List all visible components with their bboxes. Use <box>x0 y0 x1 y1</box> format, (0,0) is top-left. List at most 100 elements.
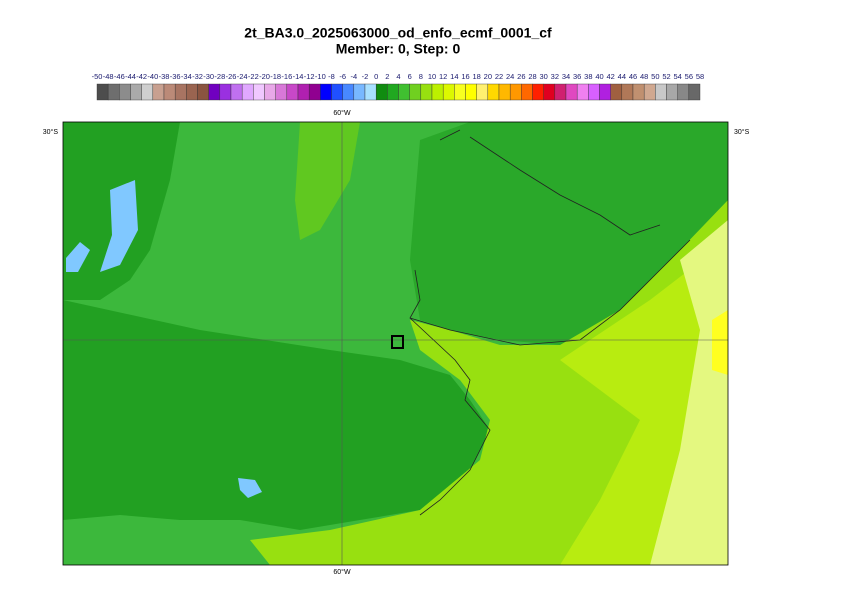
colorbar-box <box>431 83 444 101</box>
colorbar-box <box>320 83 332 101</box>
colorbar-label: -20 <box>259 72 270 81</box>
colorbar-box <box>197 83 209 101</box>
colorbar-label: -42 <box>136 72 147 81</box>
colorbar-box <box>543 83 556 101</box>
colorbar-box <box>308 83 321 101</box>
colorbar-box <box>509 83 522 101</box>
colorbar-box <box>219 83 232 101</box>
colorbar-label: -50 <box>92 72 103 81</box>
colorbar-label: 28 <box>528 72 536 81</box>
colorbar-label: -44 <box>125 72 136 81</box>
colorbar-label: 48 <box>640 72 648 81</box>
lat-label: 30°S <box>734 128 750 136</box>
colorbar-label: 38 <box>584 72 592 81</box>
colorbar-label: 10 <box>428 72 436 81</box>
colorbar-label: -4 <box>350 72 357 81</box>
colorbar-label: -38 <box>159 72 170 81</box>
colorbar-box <box>632 83 645 101</box>
colorbar-box <box>688 83 701 101</box>
colorbar-label: -14 <box>293 72 304 81</box>
colorbar-label: -8 <box>328 72 335 81</box>
colorbar-box <box>498 83 511 101</box>
colorbar-box <box>487 83 500 101</box>
subtitle: Member: 0, Step: 0 <box>336 41 461 57</box>
colorbar: -50 -48 -46 -44 -42 -40 -38 -36 -34 -32 -30 -28 -26-… <box>92 72 704 101</box>
colorbar-box <box>297 83 310 101</box>
map-frame <box>62 121 729 566</box>
field-region <box>712 310 728 375</box>
colorbar-label: -10 <box>315 72 326 81</box>
field-region <box>63 300 490 530</box>
colorbar-label: -36 <box>170 72 181 81</box>
colorbar-box <box>677 83 690 101</box>
colorbar-label: 46 <box>629 72 637 81</box>
colorbar-label: -28 <box>214 72 225 81</box>
colorbar-label: 22 <box>495 72 503 81</box>
colorbar-label: 50 <box>651 72 659 81</box>
colorbar-label: -26 <box>226 72 237 81</box>
colorbar-label: 12 <box>439 72 447 81</box>
colorbar-box <box>342 83 355 101</box>
colorbar-box <box>186 83 198 101</box>
colorbar-box <box>375 83 388 101</box>
colorbar-label: -6 <box>339 72 346 81</box>
colorbar-label: -30 <box>203 72 214 81</box>
colorbar-label: -40 <box>147 72 158 81</box>
colorbar-label: 56 <box>685 72 693 81</box>
colorbar-label: 42 <box>606 72 614 81</box>
colorbar-label: 32 <box>551 72 559 81</box>
colorbar-label: 58 <box>696 72 704 81</box>
colorbar-box <box>409 83 422 101</box>
colorbar-label: 24 <box>506 72 514 81</box>
colorbar-label: 18 <box>472 72 480 81</box>
colorbar-box <box>521 83 533 101</box>
colorbar-box <box>655 83 667 101</box>
colorbar-box <box>576 83 589 101</box>
colorbar-box <box>420 83 433 101</box>
colorbar-label: 52 <box>662 72 670 81</box>
colorbar-label: 36 <box>573 72 581 81</box>
colorbar-box <box>230 83 243 101</box>
lon-label: 60°W <box>333 109 351 117</box>
colorbar-box <box>353 83 366 101</box>
colorbar-box <box>107 83 120 101</box>
colorbar-box <box>643 83 656 101</box>
lon-label: 60°W <box>333 568 351 576</box>
field-region <box>410 122 728 345</box>
colorbar-box <box>454 83 466 101</box>
colorbar-label: -46 <box>114 72 125 81</box>
colorbar-label: 6 <box>408 72 412 81</box>
colorbar-label: 40 <box>595 72 603 81</box>
colorbar-box <box>163 83 176 101</box>
colorbar-box <box>364 83 377 101</box>
colorbar-label: 44 <box>618 72 626 81</box>
colorbar-box <box>554 83 567 101</box>
colorbar-box <box>174 83 187 101</box>
colorbar-box <box>331 83 343 101</box>
colorbar-box <box>588 83 600 101</box>
colorbar-box <box>96 83 109 101</box>
colorbar-box <box>275 83 288 101</box>
colorbar-label: 54 <box>673 72 681 81</box>
colorbar-box <box>241 83 254 101</box>
colorbar-box <box>465 83 477 101</box>
field-region <box>295 122 360 240</box>
colorbar-box <box>152 83 165 101</box>
colorbar-label: 8 <box>419 72 423 81</box>
colorbar-label: 30 <box>539 72 547 81</box>
colorbar-label: -22 <box>248 72 259 81</box>
colorbar-box <box>141 83 154 101</box>
field-region <box>250 200 728 565</box>
colorbar-label: -34 <box>181 72 192 81</box>
colorbar-box <box>119 83 131 101</box>
colorbar-box <box>621 83 634 101</box>
colorbar-box <box>130 83 142 101</box>
colorbar-label: 16 <box>461 72 469 81</box>
colorbar-label: -12 <box>304 72 315 81</box>
colorbar-label: -24 <box>237 72 248 81</box>
colorbar-label: 2 <box>385 72 389 81</box>
colorbar-box <box>610 83 623 101</box>
colorbar-box <box>398 83 410 101</box>
field-region <box>66 242 90 272</box>
